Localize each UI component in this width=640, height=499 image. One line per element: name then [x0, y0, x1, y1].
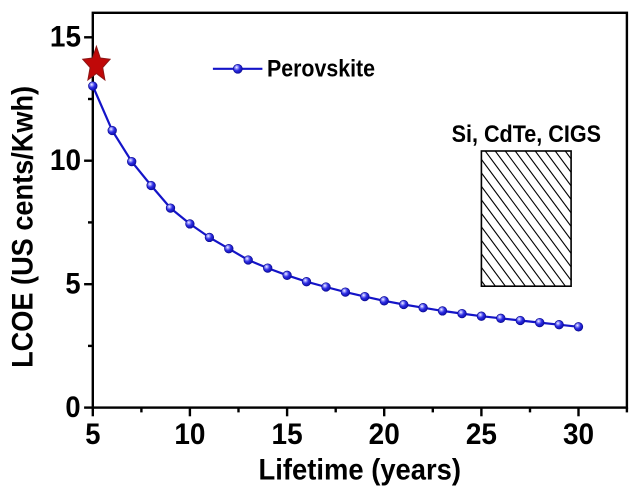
- svg-text:30: 30: [563, 418, 594, 451]
- svg-text:Si, CdTe, CIGS: Si, CdTe, CIGS: [452, 121, 601, 148]
- svg-text:5: 5: [85, 418, 100, 451]
- svg-text:Lifetime (years): Lifetime (years): [259, 453, 462, 486]
- svg-text:LCOE (US cents/Kwh): LCOE (US cents/Kwh): [7, 86, 40, 368]
- svg-text:20: 20: [369, 418, 400, 451]
- svg-text:10: 10: [174, 418, 205, 451]
- svg-text:15: 15: [272, 418, 303, 451]
- svg-text:15: 15: [50, 21, 81, 54]
- svg-text:0: 0: [65, 391, 80, 424]
- svg-text:10: 10: [50, 144, 81, 177]
- svg-text:5: 5: [65, 268, 80, 301]
- svg-text:Perovskite: Perovskite: [267, 55, 375, 82]
- svg-text:25: 25: [466, 418, 497, 451]
